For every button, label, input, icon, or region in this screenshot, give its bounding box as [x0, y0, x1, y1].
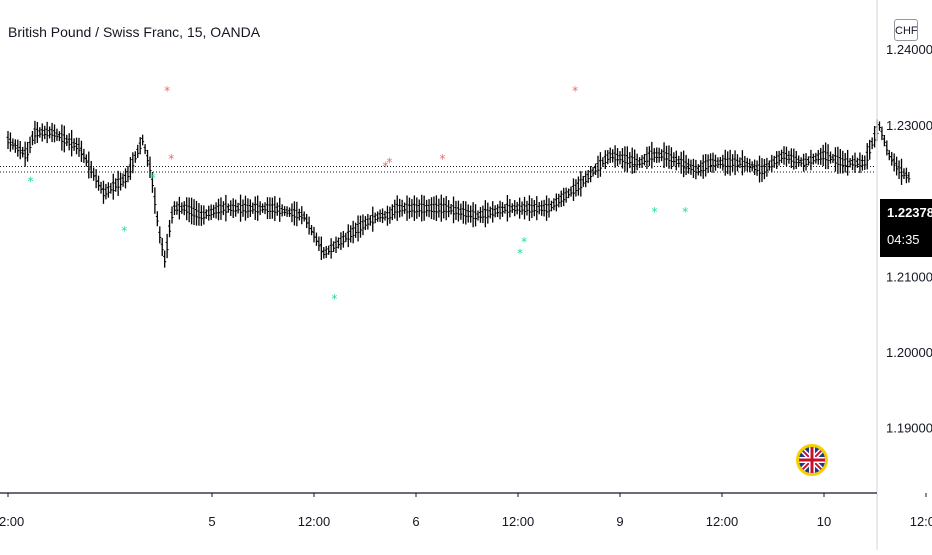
- symbol-title[interactable]: British Pound / Swiss Franc, 15, OANDA: [8, 24, 261, 40]
- buy-signal-marker: *: [27, 175, 33, 189]
- x-tick-label: 12:00: [502, 514, 535, 529]
- buy-signal-marker: *: [331, 292, 337, 306]
- sell-signal-marker: *: [440, 152, 446, 166]
- last-price: 1.22378: [887, 205, 932, 220]
- y-tick-label: 1.20000: [886, 345, 932, 360]
- buy-signal-marker: *: [521, 235, 527, 249]
- sell-signal-marker: *: [168, 152, 174, 166]
- x-tick-label: 12:00: [910, 514, 932, 529]
- sell-signal-marker: *: [572, 84, 578, 98]
- bar-countdown: 04:35: [887, 232, 920, 247]
- x-tick-label: 12:00: [706, 514, 739, 529]
- x-tick-label: 5: [208, 514, 215, 529]
- buy-signal-marker: *: [121, 224, 127, 238]
- y-tick-label: 1.24000: [886, 42, 932, 57]
- signal-markers: ******* ***** **: [27, 84, 688, 306]
- currency-switch-button[interactable]: CHF: [894, 19, 918, 41]
- sell-signal-marker: *: [164, 84, 170, 98]
- y-tick-label: 1.21000: [886, 269, 932, 284]
- buy-signal-marker: *: [517, 247, 523, 261]
- x-tick-label: 10: [817, 514, 831, 529]
- sell-signal-marker: *: [382, 160, 388, 174]
- x-tick-label: 9: [616, 514, 623, 529]
- x-tick-label: 6: [412, 514, 419, 529]
- y-tick-label: 1.23000: [886, 118, 932, 133]
- buy-signal-marker: *: [652, 205, 658, 219]
- sell-signal-marker: *: [386, 156, 392, 170]
- buy-signal-marker: *: [682, 205, 688, 219]
- last-price-badge: 1.22378 04:35: [880, 199, 932, 257]
- uk-flag-graphic: [799, 447, 825, 473]
- x-tick-label: 12:00: [0, 514, 24, 529]
- x-tick-label: 12:00: [298, 514, 331, 529]
- uk-flag-icon[interactable]: [796, 444, 828, 476]
- buy-signal-marker: *: [150, 171, 156, 185]
- price-series: [6, 119, 911, 268]
- y-tick-label: 1.19000: [886, 421, 932, 436]
